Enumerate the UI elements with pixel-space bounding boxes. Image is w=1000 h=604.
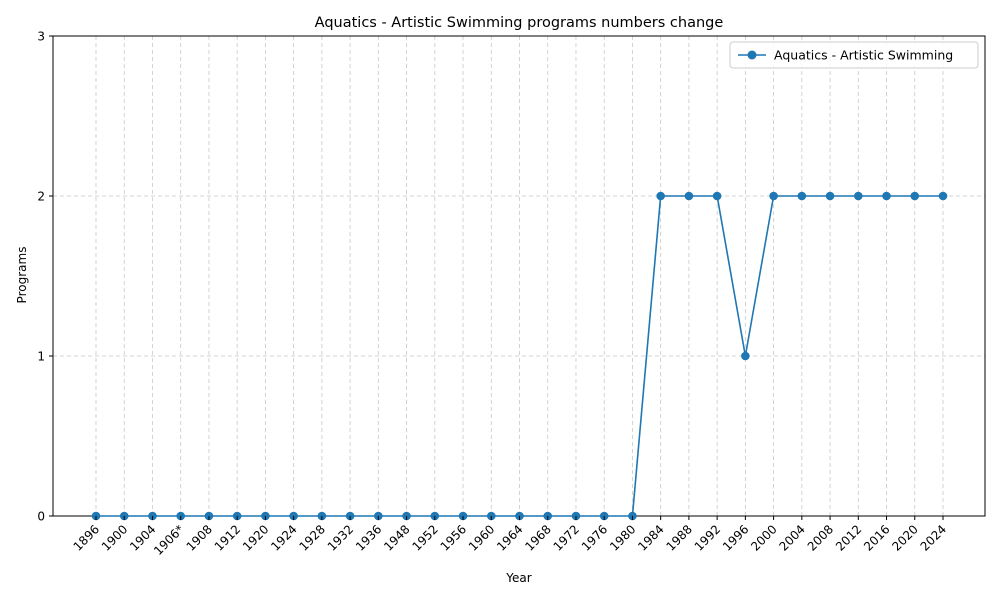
x-tick-label: 1912 (212, 522, 243, 553)
x-tick-label: 1908 (184, 522, 215, 553)
data-point (825, 191, 835, 201)
x-tick-label: 2008 (805, 522, 836, 553)
legend-marker (747, 50, 757, 60)
x-tick-label: 1984 (635, 522, 666, 553)
x-tick-label: 1948 (381, 522, 412, 553)
x-tick-label: 2016 (861, 522, 892, 553)
legend-label: Aquatics - Artistic Swimming (774, 48, 953, 63)
x-axis-label: Year (505, 571, 531, 585)
x-tick-label: 2012 (833, 522, 864, 553)
x-tick-label: 1996 (720, 522, 751, 553)
axes (52, 35, 986, 517)
x-tick-label: 1976 (579, 522, 610, 553)
x-tick-label: 1964 (494, 522, 525, 553)
x-tick-label: 1956 (438, 522, 469, 553)
y-tick-label: 0 (37, 510, 45, 524)
x-tick-label: 1988 (664, 522, 695, 553)
data-point (656, 191, 665, 201)
x-tick-label: 1932 (325, 522, 356, 553)
data-point (882, 191, 891, 201)
y-axis-label: Programs (15, 247, 29, 304)
x-tick-label: 1936 (353, 522, 384, 553)
plot-frame (52, 35, 986, 517)
x-tick-label: 1980 (607, 522, 638, 553)
data-point (854, 191, 863, 201)
x-tick-label: 1960 (466, 522, 497, 553)
data-point (769, 191, 778, 201)
data-point (910, 191, 920, 201)
y-tick-label: 2 (37, 190, 45, 204)
ticks: 01231896190019041906*1908191219201924192… (37, 30, 949, 558)
x-tick-label: 1924 (268, 522, 299, 553)
x-tick-label: 1972 (551, 522, 582, 553)
x-tick-label: 1920 (240, 522, 271, 553)
y-tick-label: 3 (37, 30, 45, 44)
grid (53, 35, 985, 517)
x-tick-label: 2004 (776, 522, 807, 553)
data-point (712, 191, 722, 201)
y-tick-label: 1 (37, 350, 45, 364)
data-point (741, 351, 750, 361)
legend-box (729, 41, 979, 69)
legend: Aquatics - Artistic Swimming (729, 41, 979, 69)
x-tick-label: 2024 (918, 522, 949, 553)
data-point (797, 191, 807, 201)
chart-title: Aquatics - Artistic Swimming programs nu… (315, 15, 724, 31)
x-tick-label: 1928 (296, 522, 327, 553)
x-tick-label: 1952 (409, 522, 440, 553)
x-tick-label: 1968 (522, 522, 553, 553)
data-point (684, 191, 694, 201)
x-tick-label: 1896 (71, 522, 102, 553)
x-tick-label: 2020 (889, 522, 920, 553)
x-tick-label: 1992 (692, 522, 723, 553)
x-tick-label: 2000 (748, 522, 779, 553)
data-point (938, 191, 948, 201)
x-tick-label: 1906* (151, 522, 187, 558)
x-tick-label: 1900 (99, 522, 130, 553)
